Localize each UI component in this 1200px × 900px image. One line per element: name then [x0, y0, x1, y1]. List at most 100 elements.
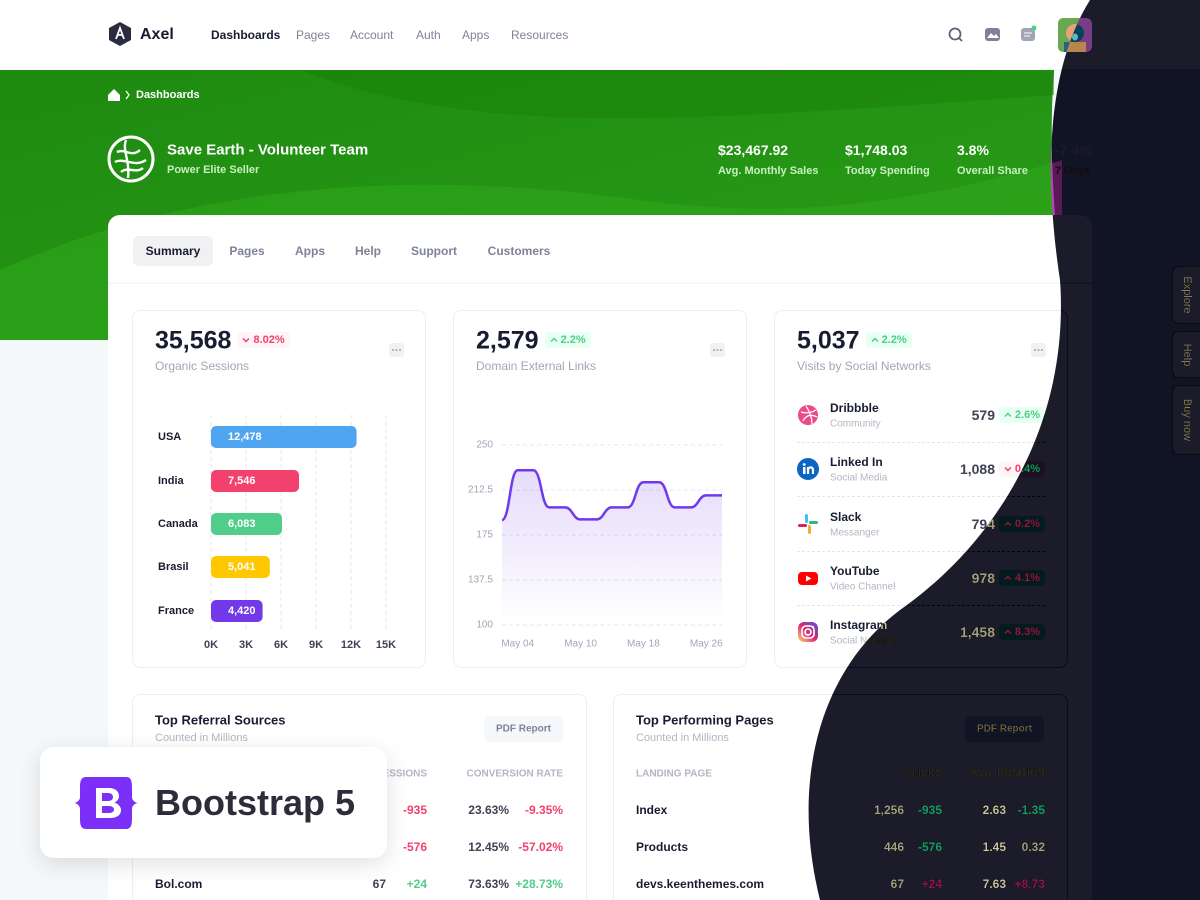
- social-sub: Social Media: [830, 472, 888, 484]
- card-value: 5,037: [797, 326, 860, 355]
- pdf-button-label: PDF Report: [496, 723, 551, 735]
- tab[interactable]: Pages: [229, 244, 265, 258]
- logo[interactable]: [109, 22, 131, 46]
- profile-subtitle: Power Elite Seller: [167, 164, 260, 176]
- social-icon: [797, 621, 819, 643]
- menu-item[interactable]: Account: [350, 28, 394, 42]
- side-button[interactable]: Buy now: [1172, 385, 1200, 455]
- social-name[interactable]: Dribbble: [830, 401, 879, 415]
- social-value: 579: [971, 407, 995, 423]
- menu-item[interactable]: Pages: [296, 28, 331, 42]
- social-icon: [797, 567, 819, 589]
- y-tick-label: 212.5: [468, 485, 493, 496]
- social-name[interactable]: YouTube: [830, 564, 880, 578]
- tab[interactable]: Customers: [487, 244, 551, 258]
- row-divider: [797, 605, 1045, 606]
- bar-label: 5,041: [228, 561, 256, 573]
- card-label: Domain External Links: [476, 359, 597, 373]
- social-sub: Video Channel: [830, 581, 896, 593]
- stat-value: $23,467.92: [718, 142, 789, 158]
- sessions-change: -935: [402, 803, 427, 817]
- y-tick-label: India: [158, 475, 185, 487]
- page-name[interactable]: devs.keenthemes.com: [636, 877, 765, 891]
- stat-label: Avg. Monthly Sales: [718, 165, 819, 177]
- y-tick-label: France: [158, 605, 194, 617]
- trend-arrow: [242, 337, 250, 343]
- menu-item[interactable]: Apps: [462, 28, 490, 42]
- position: 1.45: [982, 840, 1006, 854]
- menu-dots[interactable]: [710, 343, 725, 357]
- social-name[interactable]: Slack: [830, 510, 862, 524]
- page-name[interactable]: Index: [636, 803, 668, 817]
- change-value: 8.3%: [1014, 626, 1040, 638]
- bar: [211, 556, 270, 578]
- clicks: 446: [883, 840, 904, 854]
- column-header: AVG. POSITION: [970, 768, 1045, 780]
- clicks-change: +24: [921, 877, 942, 891]
- social-name[interactable]: Linked In: [830, 455, 883, 469]
- table-subtitle: Counted in Millions: [636, 732, 729, 744]
- pdf-button[interactable]: PDF Report: [965, 716, 1044, 742]
- trend-arrow: [871, 337, 879, 343]
- sessions: 67: [372, 877, 386, 891]
- tab[interactable]: Support: [411, 244, 457, 258]
- y-tick-label: 137.5: [468, 575, 493, 586]
- change-badge: 8.3%: [998, 624, 1045, 640]
- clicks-change: -935: [917, 803, 942, 817]
- side-button-label: Buy now: [1180, 398, 1193, 442]
- x-tick-label: 6K: [274, 639, 288, 651]
- conversion-rate: 73.63%: [468, 877, 509, 891]
- badge-text: Bootstrap 5: [155, 782, 356, 823]
- clicks: 1,256: [873, 803, 904, 817]
- source-name[interactable]: Bol.com: [155, 877, 203, 891]
- y-tick-label: Brasil: [158, 561, 189, 573]
- position-change: +8.73: [1014, 877, 1045, 891]
- social-value: 1,088: [959, 461, 995, 477]
- change-value: 0.2%: [1014, 518, 1040, 530]
- change-badge: 8.02%: [237, 332, 290, 348]
- pdf-button[interactable]: PDF Report: [484, 716, 563, 742]
- card-value: 2,579: [476, 326, 539, 355]
- column-header: CONVERSION RATE: [466, 768, 564, 780]
- home-icon[interactable]: [108, 89, 120, 101]
- line: [501, 468, 722, 522]
- stat-label: Overall Share: [957, 165, 1028, 177]
- menu-item[interactable]: Auth: [416, 28, 441, 42]
- y-tick-label: Canada: [158, 518, 199, 530]
- tab[interactable]: Help: [354, 244, 382, 258]
- x-tick-label: 12K: [341, 639, 361, 651]
- breadcrumb[interactable]: Dashboards: [136, 89, 200, 101]
- position: 7.63: [982, 877, 1006, 891]
- change-badge: 4.1%: [998, 570, 1045, 586]
- x-tick-label: May 04: [501, 639, 534, 650]
- change-value: 2.2%: [560, 334, 586, 346]
- side-button[interactable]: Help: [1172, 331, 1200, 378]
- bar: [211, 600, 263, 622]
- tab[interactable]: Apps: [295, 244, 325, 258]
- x-tick-label: 3K: [239, 639, 253, 651]
- change-badge: 2.6%: [998, 407, 1045, 423]
- bootstrap-badge: Bootstrap 5: [40, 747, 387, 858]
- side-button[interactable]: Explore: [1172, 266, 1200, 324]
- card-label: Organic Sessions: [155, 359, 250, 373]
- bar-label: 4,420: [228, 605, 256, 617]
- menu-dots[interactable]: [389, 343, 404, 357]
- active-tab-bg: [133, 236, 213, 266]
- social-sub: Messanger: [830, 527, 880, 539]
- social-logo: [798, 514, 818, 534]
- social-name[interactable]: Instagram: [830, 618, 888, 632]
- menu-item[interactable]: Resources: [511, 28, 569, 42]
- sessions-change: -576: [402, 840, 427, 854]
- x-tick-label: May 26: [690, 639, 723, 650]
- menu-item[interactable]: Dashboards: [211, 28, 281, 42]
- trend-arrow: [1004, 521, 1012, 527]
- change-value: 8.02%: [253, 334, 285, 346]
- bootstrap-logo: [74, 777, 138, 829]
- card-value: 35,568: [155, 326, 232, 355]
- trend-arrow: [1004, 629, 1012, 635]
- page-name[interactable]: Products: [636, 840, 689, 854]
- brand[interactable]: Axel: [140, 26, 174, 43]
- tab[interactable]: Summary: [145, 244, 201, 258]
- row-divider: [797, 551, 1045, 552]
